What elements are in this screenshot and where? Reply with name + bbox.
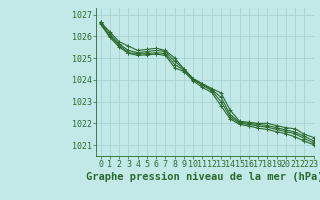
X-axis label: Graphe pression niveau de la mer (hPa): Graphe pression niveau de la mer (hPa) <box>86 172 320 182</box>
